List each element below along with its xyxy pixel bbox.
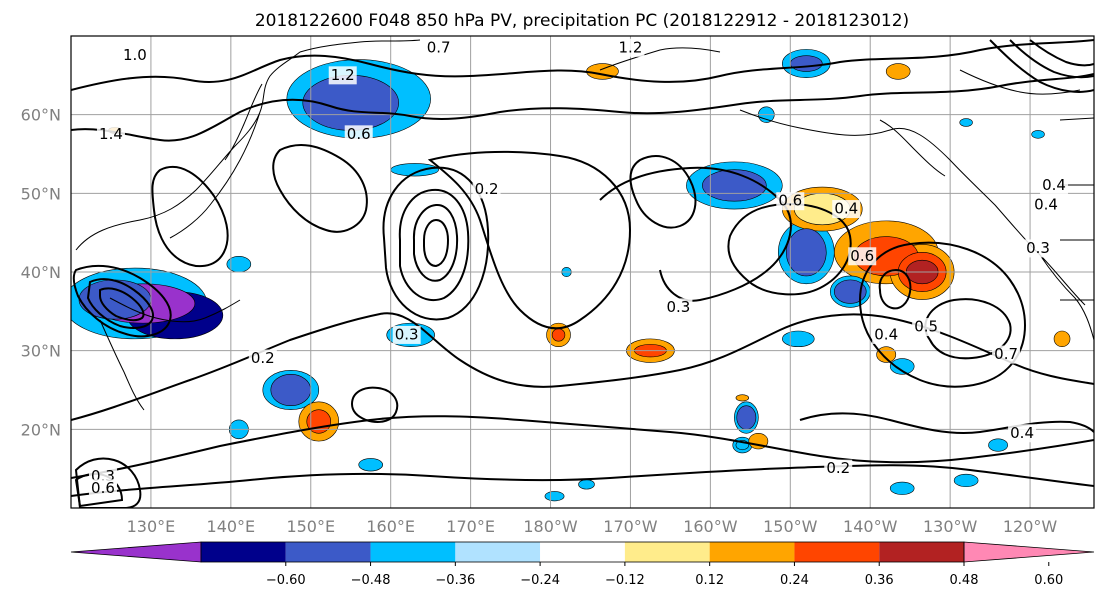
longitude-label: 140°E [207, 517, 256, 536]
precip-shaded-area [358, 458, 383, 472]
precip-shaded-area [270, 373, 312, 407]
contour-label: 1.0 [123, 46, 147, 64]
longitude-label: 120°W [1003, 517, 1058, 536]
precip-shaded-area [702, 169, 767, 202]
coastlines [75, 39, 1094, 411]
colorbar-segment [709, 542, 795, 562]
colorbar-tick-label: −0.48 [351, 573, 391, 588]
precip-shaded-area [876, 346, 897, 363]
precip-shaded-area [889, 358, 915, 375]
precip-shaded-area [1031, 130, 1045, 139]
longitude-label: 170°E [446, 517, 495, 536]
colorbar: −0.60 −0.48 −0.36 −0.24 −0.12 0.12 0.24 0.36 0.4… [70, 541, 1095, 588]
colorbar-segment [285, 542, 371, 562]
precip-shaded-area [1053, 330, 1071, 348]
latitude-label: 20°N [21, 420, 61, 439]
longitude-label: 150°E [286, 517, 335, 536]
longitude-label: 170°W [603, 517, 658, 536]
precip-shaded-area [782, 330, 815, 348]
colorbar-tick-label: 0.36 [865, 573, 894, 588]
contour-label: 0.5 [914, 318, 938, 336]
contour-label: 0.3 [395, 325, 419, 343]
longitude-label: 140°W [843, 517, 898, 536]
precip-shaded-area [833, 279, 867, 304]
colorbar-segment [370, 542, 456, 562]
contour-label: 0.4 [1010, 424, 1034, 442]
colorbar-tick-label: −0.60 [266, 573, 306, 588]
colorbar-extend-max [963, 541, 1095, 563]
contour-label: 0.6 [850, 247, 874, 265]
contour-label: 0.6 [347, 125, 371, 143]
precip-shaded-area [959, 118, 973, 127]
map-frame [70, 35, 1095, 509]
contour-label: 0.3 [1026, 239, 1050, 257]
colorbar-segment [879, 542, 964, 562]
contour-label: 0.2 [251, 349, 275, 367]
colorbar-segment [455, 542, 541, 562]
precip-shaded-area [544, 491, 565, 502]
precip-shaded-area [578, 479, 595, 490]
latitude-axis: 60°N 50°N 40°N 30°N 20°N [21, 106, 61, 440]
contour-label: 0.4 [834, 200, 858, 218]
latitude-label: 30°N [21, 342, 61, 361]
contour-label: 0.4 [1042, 176, 1066, 194]
colorbar-extend-min [70, 541, 202, 563]
colorbar-segment [624, 542, 710, 562]
precip-shaded-area [988, 438, 1008, 452]
longitude-label: 130°W [923, 517, 978, 536]
contour-label: 0.4 [1034, 196, 1058, 214]
longitude-label: 160°W [683, 517, 738, 536]
contour-label: 0.6 [91, 479, 115, 497]
contour-label: 0.7 [427, 38, 451, 56]
contour-label: 0.7 [994, 345, 1018, 363]
contour-label: 1.2 [331, 66, 355, 84]
precip-shaded-area [786, 228, 827, 277]
colorbar-tick-label: −0.24 [520, 573, 560, 588]
map-panel: 1.0 0.7 1.2 1.2 1.4 0.6 0.2 0.6 0.4 0.6 0.3 0.3 0.2 0… [70, 35, 1095, 509]
longitude-label: 160°E [366, 517, 415, 536]
precip-shaded-area [390, 163, 439, 177]
longitude-label: 180°W [523, 517, 578, 536]
colorbar-tick-label: 0.12 [695, 573, 724, 588]
colorbar-tick-label: 0.24 [780, 573, 809, 588]
contour-label: 0.2 [826, 459, 850, 477]
colorbar-segment [540, 542, 625, 562]
latitude-label: 50°N [21, 184, 61, 203]
precip-shaded-area [735, 394, 750, 402]
longitude-axis: 130°E 140°E 150°E 160°E 170°E 180°W 170°W 160°W… [127, 517, 1058, 536]
contour-labels: 1.0 0.7 1.2 1.2 1.4 0.6 0.2 0.6 0.4 0.6 0.3 0.3 0.2 0… [88, 38, 1069, 498]
precip-shaded-area [953, 473, 979, 488]
latitude-label: 60°N [21, 106, 61, 125]
figure-title: 2018122600 F048 850 hPa PV, precipitatio… [255, 11, 909, 31]
precip-shaded-area [736, 405, 757, 430]
colorbar-tick-label: 0.60 [1034, 573, 1063, 588]
contour-label: 0.3 [666, 298, 690, 316]
precipitation-shading [71, 49, 1071, 502]
colorbar-tick-label: 0.48 [950, 573, 979, 588]
precip-shaded-area [889, 481, 915, 495]
graticule [71, 36, 1094, 508]
precip-shaded-area [789, 55, 823, 72]
latitude-label: 40°N [21, 263, 61, 282]
colorbar-segment [201, 542, 286, 562]
contour-label: 0.6 [778, 192, 802, 210]
colorbar-tick-label: −0.12 [605, 573, 645, 588]
contour-label: 0.4 [874, 325, 898, 343]
precip-shaded-area [551, 328, 566, 342]
contour-label: 1.2 [619, 38, 643, 56]
longitude-label: 130°E [127, 517, 176, 536]
contour-label: 1.4 [99, 125, 123, 143]
colorbar-tick-label: −0.36 [435, 573, 475, 588]
colorbar-segment [794, 542, 880, 562]
longitude-label: 150°W [763, 517, 818, 536]
precip-shaded-area [885, 63, 911, 80]
contour-label: 0.2 [475, 180, 499, 198]
